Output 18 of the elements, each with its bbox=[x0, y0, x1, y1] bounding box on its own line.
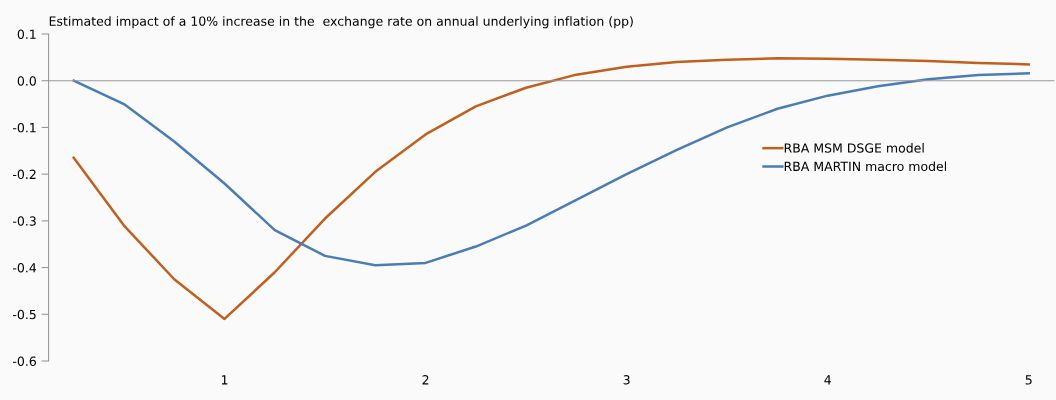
x-tick-label: 4 bbox=[824, 375, 831, 385]
y-tick-label: 0.1 bbox=[17, 29, 36, 39]
x-tick-label: 3 bbox=[623, 375, 630, 385]
x-tick-label: 1 bbox=[221, 375, 228, 385]
y-tick-label: -0.4 bbox=[12, 263, 37, 273]
y-tick-label: -0.5 bbox=[12, 309, 36, 320]
line-series bbox=[72, 71, 1031, 267]
y-tick-label: -0.1 bbox=[12, 122, 36, 133]
x-tick-label: 5 bbox=[1025, 375, 1032, 385]
line-series bbox=[72, 57, 1031, 321]
y-tick-label: 0.0 bbox=[17, 76, 36, 86]
x-tick-label: 2 bbox=[422, 375, 429, 385]
legend-label: RBA MARTIN macro model bbox=[784, 161, 947, 172]
chart-title: Estimated impact of a 10% increase in the exchange rate on annual underlying inflation (pp) bbox=[49, 16, 633, 29]
y-tick-label: -0.6 bbox=[12, 356, 36, 366]
y-tick-label: -0.2 bbox=[12, 169, 36, 180]
legend-label: RBA MSM DSGE model bbox=[784, 143, 924, 153]
y-tick-label: -0.3 bbox=[12, 216, 36, 226]
